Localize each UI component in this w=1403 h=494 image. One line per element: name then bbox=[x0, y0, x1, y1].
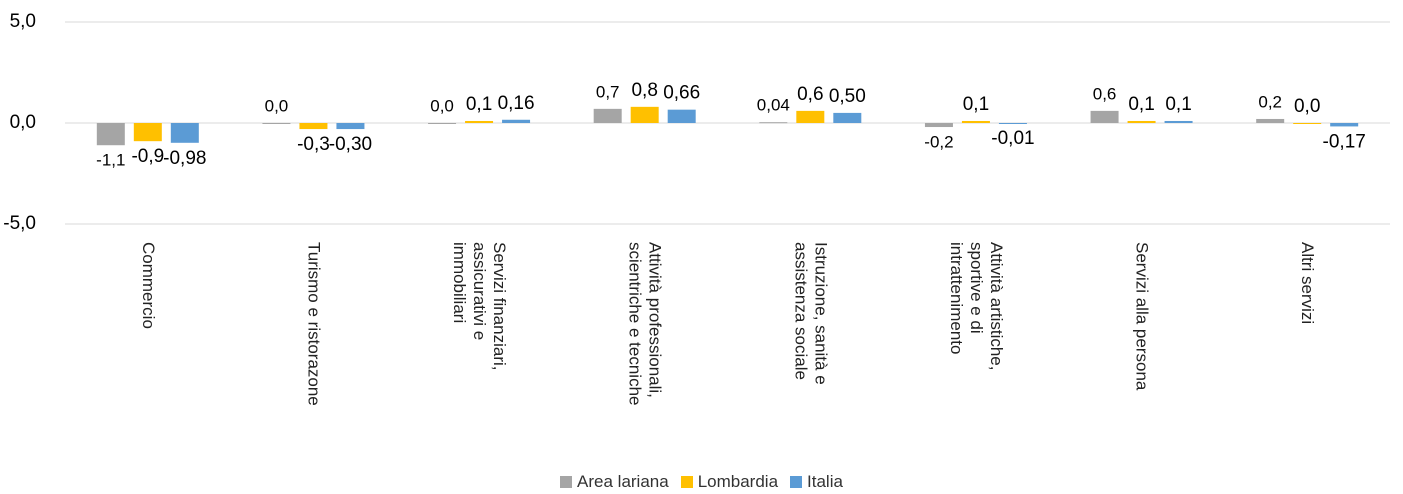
bar bbox=[336, 123, 365, 130]
legend-item: Area lariana bbox=[560, 472, 669, 492]
x-tick-label: Servizi alla persona bbox=[1132, 242, 1152, 391]
data-label: -0,3 bbox=[297, 134, 330, 155]
bar bbox=[1330, 123, 1359, 127]
bar bbox=[667, 109, 696, 123]
data-label: 0,0 bbox=[265, 96, 289, 115]
data-label: 0,66 bbox=[663, 83, 700, 104]
bar bbox=[630, 106, 659, 123]
x-tick-label: Servizi finanziari, assicurativi e immob… bbox=[450, 242, 510, 371]
x-tick-label: Attività artistiche, sportive e di intra… bbox=[946, 242, 1006, 371]
data-label: 0,0 bbox=[430, 96, 454, 115]
bar bbox=[961, 120, 990, 123]
data-label: -0,9 bbox=[131, 146, 164, 167]
data-label: -0,98 bbox=[163, 148, 206, 169]
bar bbox=[1090, 110, 1119, 123]
bar bbox=[593, 108, 622, 123]
y-tick-label: 5,0 bbox=[10, 11, 36, 32]
x-tick-label: Altri servizi bbox=[1298, 242, 1318, 325]
bar bbox=[262, 123, 291, 124]
bar bbox=[133, 123, 162, 142]
data-label: -0,2 bbox=[924, 133, 953, 152]
legend-label: Lombardia bbox=[697, 472, 779, 491]
x-tick-label: Attività professionali, scientriche e te… bbox=[625, 242, 665, 406]
y-tick-label: 0,0 bbox=[10, 112, 36, 133]
x-tick-label: Commercio bbox=[138, 242, 158, 329]
data-label: 0,1 bbox=[1165, 94, 1191, 115]
data-label: 0,1 bbox=[963, 94, 989, 115]
bar bbox=[96, 123, 125, 146]
legend-swatch bbox=[560, 476, 573, 488]
bar bbox=[1127, 120, 1156, 123]
data-label: 0,1 bbox=[1128, 94, 1154, 115]
legend: Area lariana Lombardia Italia bbox=[0, 472, 1403, 492]
data-label: -0,01 bbox=[991, 128, 1034, 149]
data-label: 0,04 bbox=[757, 96, 790, 115]
bar bbox=[1164, 120, 1193, 123]
legend-item: Italia bbox=[790, 472, 843, 492]
x-tick-label: Turismo e ristorazone bbox=[304, 242, 324, 406]
data-label: 0,6 bbox=[797, 84, 823, 105]
bar bbox=[299, 123, 328, 130]
bar bbox=[502, 119, 531, 123]
legend-swatch bbox=[680, 476, 693, 488]
bar bbox=[1293, 123, 1322, 124]
data-label: 0,6 bbox=[1093, 84, 1117, 103]
data-label: 0,7 bbox=[596, 82, 620, 101]
data-label: 0,50 bbox=[829, 86, 866, 107]
bar bbox=[833, 112, 862, 123]
y-tick-label: -5,0 bbox=[3, 213, 36, 234]
bar bbox=[924, 123, 953, 128]
data-label: 0,0 bbox=[1294, 96, 1320, 117]
data-label: -1,1 bbox=[96, 151, 125, 170]
bar bbox=[1256, 118, 1285, 123]
bar bbox=[998, 123, 1027, 124]
bar bbox=[170, 123, 199, 143]
data-label: 0,2 bbox=[1258, 92, 1282, 111]
bar bbox=[465, 120, 494, 123]
legend-item: Lombardia bbox=[680, 472, 779, 492]
bar bbox=[428, 123, 457, 124]
bar bbox=[759, 122, 788, 124]
legend-label: Italia bbox=[807, 472, 843, 491]
data-label: -0,30 bbox=[329, 134, 372, 155]
data-label: 0,1 bbox=[466, 94, 492, 115]
x-tick-label: Istruzione, sanità e assistenza sociale bbox=[791, 242, 831, 385]
legend-swatch bbox=[790, 476, 803, 488]
legend-label: Area lariana bbox=[577, 472, 669, 491]
data-label: -0,17 bbox=[1323, 131, 1366, 152]
bar bbox=[796, 110, 825, 123]
data-label: 0,16 bbox=[498, 93, 535, 114]
data-label: 0,8 bbox=[631, 80, 657, 101]
